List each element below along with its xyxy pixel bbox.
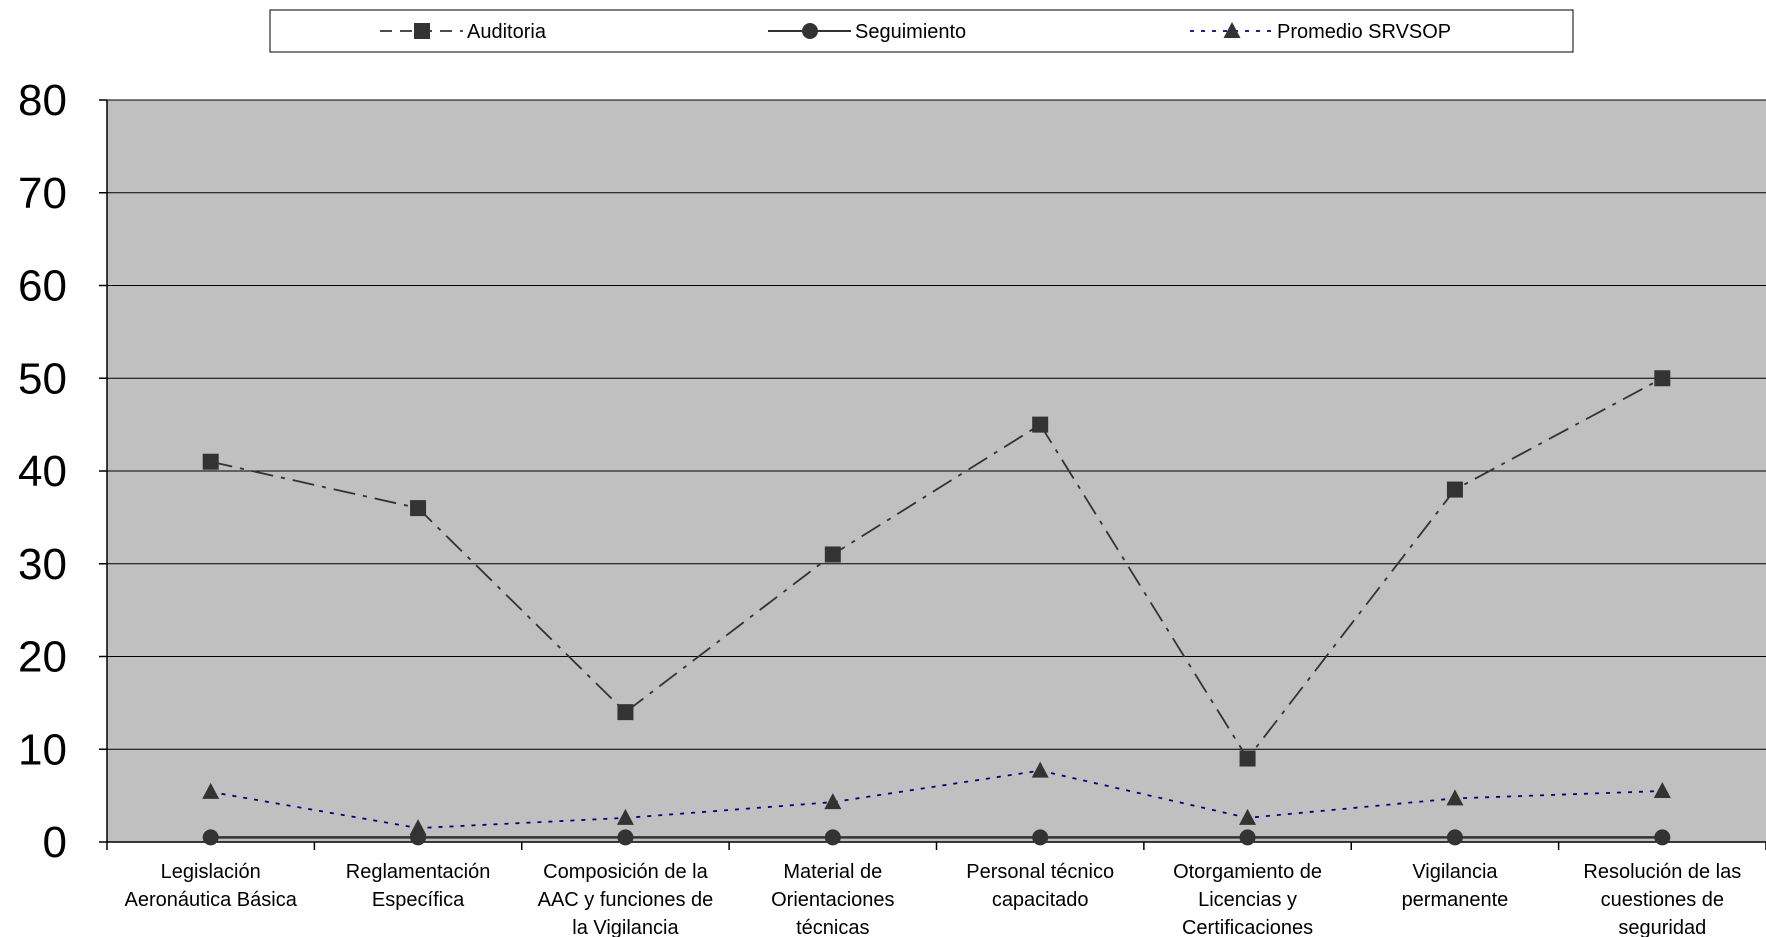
y-tick-label: 10 bbox=[18, 725, 67, 774]
y-tick-label: 20 bbox=[18, 633, 67, 682]
promedio-point bbox=[1446, 789, 1464, 806]
auditoria-point bbox=[410, 500, 427, 517]
promedio-point bbox=[1031, 761, 1049, 778]
promedio-point bbox=[1239, 808, 1257, 825]
legend-label: Promedio SRVSOP bbox=[1277, 21, 1451, 43]
legend-label: Auditoria bbox=[467, 21, 547, 43]
series-line bbox=[210, 769, 1663, 829]
seguimiento-point bbox=[802, 23, 818, 39]
y-tick-label: 30 bbox=[18, 540, 67, 589]
promedio-point bbox=[616, 808, 634, 825]
x-tick-label: Vigilancia permanente bbox=[1402, 861, 1509, 911]
promedio-point bbox=[1223, 22, 1241, 38]
seguimiento-point bbox=[824, 829, 841, 846]
seguimiento-point bbox=[1239, 829, 1256, 846]
promedio-point bbox=[409, 819, 427, 836]
legend-box bbox=[269, 9, 1574, 53]
gridlines bbox=[107, 99, 1766, 843]
legend-entry: Promedio SRVSOP bbox=[1190, 21, 1451, 43]
auditoria-point bbox=[1239, 750, 1256, 767]
legend-entry: Seguimiento bbox=[768, 21, 966, 43]
x-tick-label: Otorgamiento de Licencias y Certificacione… bbox=[1173, 861, 1322, 937]
legend-entry: Auditoria bbox=[380, 21, 547, 43]
y-tick-label: 40 bbox=[18, 447, 67, 496]
promedio-point bbox=[824, 793, 842, 810]
x-tick-label: Reglamentación Específica bbox=[346, 861, 491, 911]
y-tick-label: 60 bbox=[18, 262, 67, 311]
seguimiento-point bbox=[617, 829, 634, 846]
seguimiento-point bbox=[1446, 829, 1463, 846]
y-tick-label: 80 bbox=[18, 76, 67, 125]
auditoria-point bbox=[202, 453, 219, 470]
legend-label: Seguimiento bbox=[855, 21, 966, 43]
x-axis-ticks: Legislación Aeronáutica Básica Reglamentac… bbox=[106, 842, 1766, 937]
promedio-point bbox=[1653, 781, 1671, 798]
auditoria-point bbox=[824, 546, 841, 563]
x-tick-label: Material de Orientaciones técnicas bbox=[771, 861, 894, 937]
seguimiento-point bbox=[1032, 829, 1049, 846]
legend: Auditoria Seguimiento Promedio SRVSOP bbox=[269, 9, 1574, 53]
y-tick-label: 50 bbox=[18, 354, 67, 403]
auditoria-point bbox=[1032, 416, 1049, 433]
series-2 bbox=[202, 761, 1671, 836]
x-tick-label: Resolución de las cuestiones de seguridad bbox=[1583, 861, 1741, 937]
series-group bbox=[202, 370, 1671, 846]
x-tick-label: Composición de la AAC y funciones de la Vi… bbox=[538, 861, 714, 937]
y-tick-label: 70 bbox=[18, 169, 67, 218]
series-0 bbox=[202, 370, 1671, 767]
y-axis-ticks: 0 10 20 30 40 50 60 70 80 bbox=[18, 76, 107, 867]
auditoria-point bbox=[1654, 370, 1671, 387]
x-tick-label: Personal técnico capacitado bbox=[966, 861, 1114, 911]
auditoria-point bbox=[617, 704, 634, 721]
auditoria-point bbox=[414, 23, 430, 39]
y-tick-label: 0 bbox=[43, 818, 67, 867]
seguimiento-point bbox=[1654, 829, 1671, 846]
auditoria-point bbox=[1446, 481, 1463, 498]
series-line bbox=[210, 377, 1663, 761]
x-tick-label: Legislación Aeronáutica Básica bbox=[125, 861, 298, 911]
seguimiento-point bbox=[202, 829, 219, 846]
promedio-point bbox=[202, 782, 220, 799]
